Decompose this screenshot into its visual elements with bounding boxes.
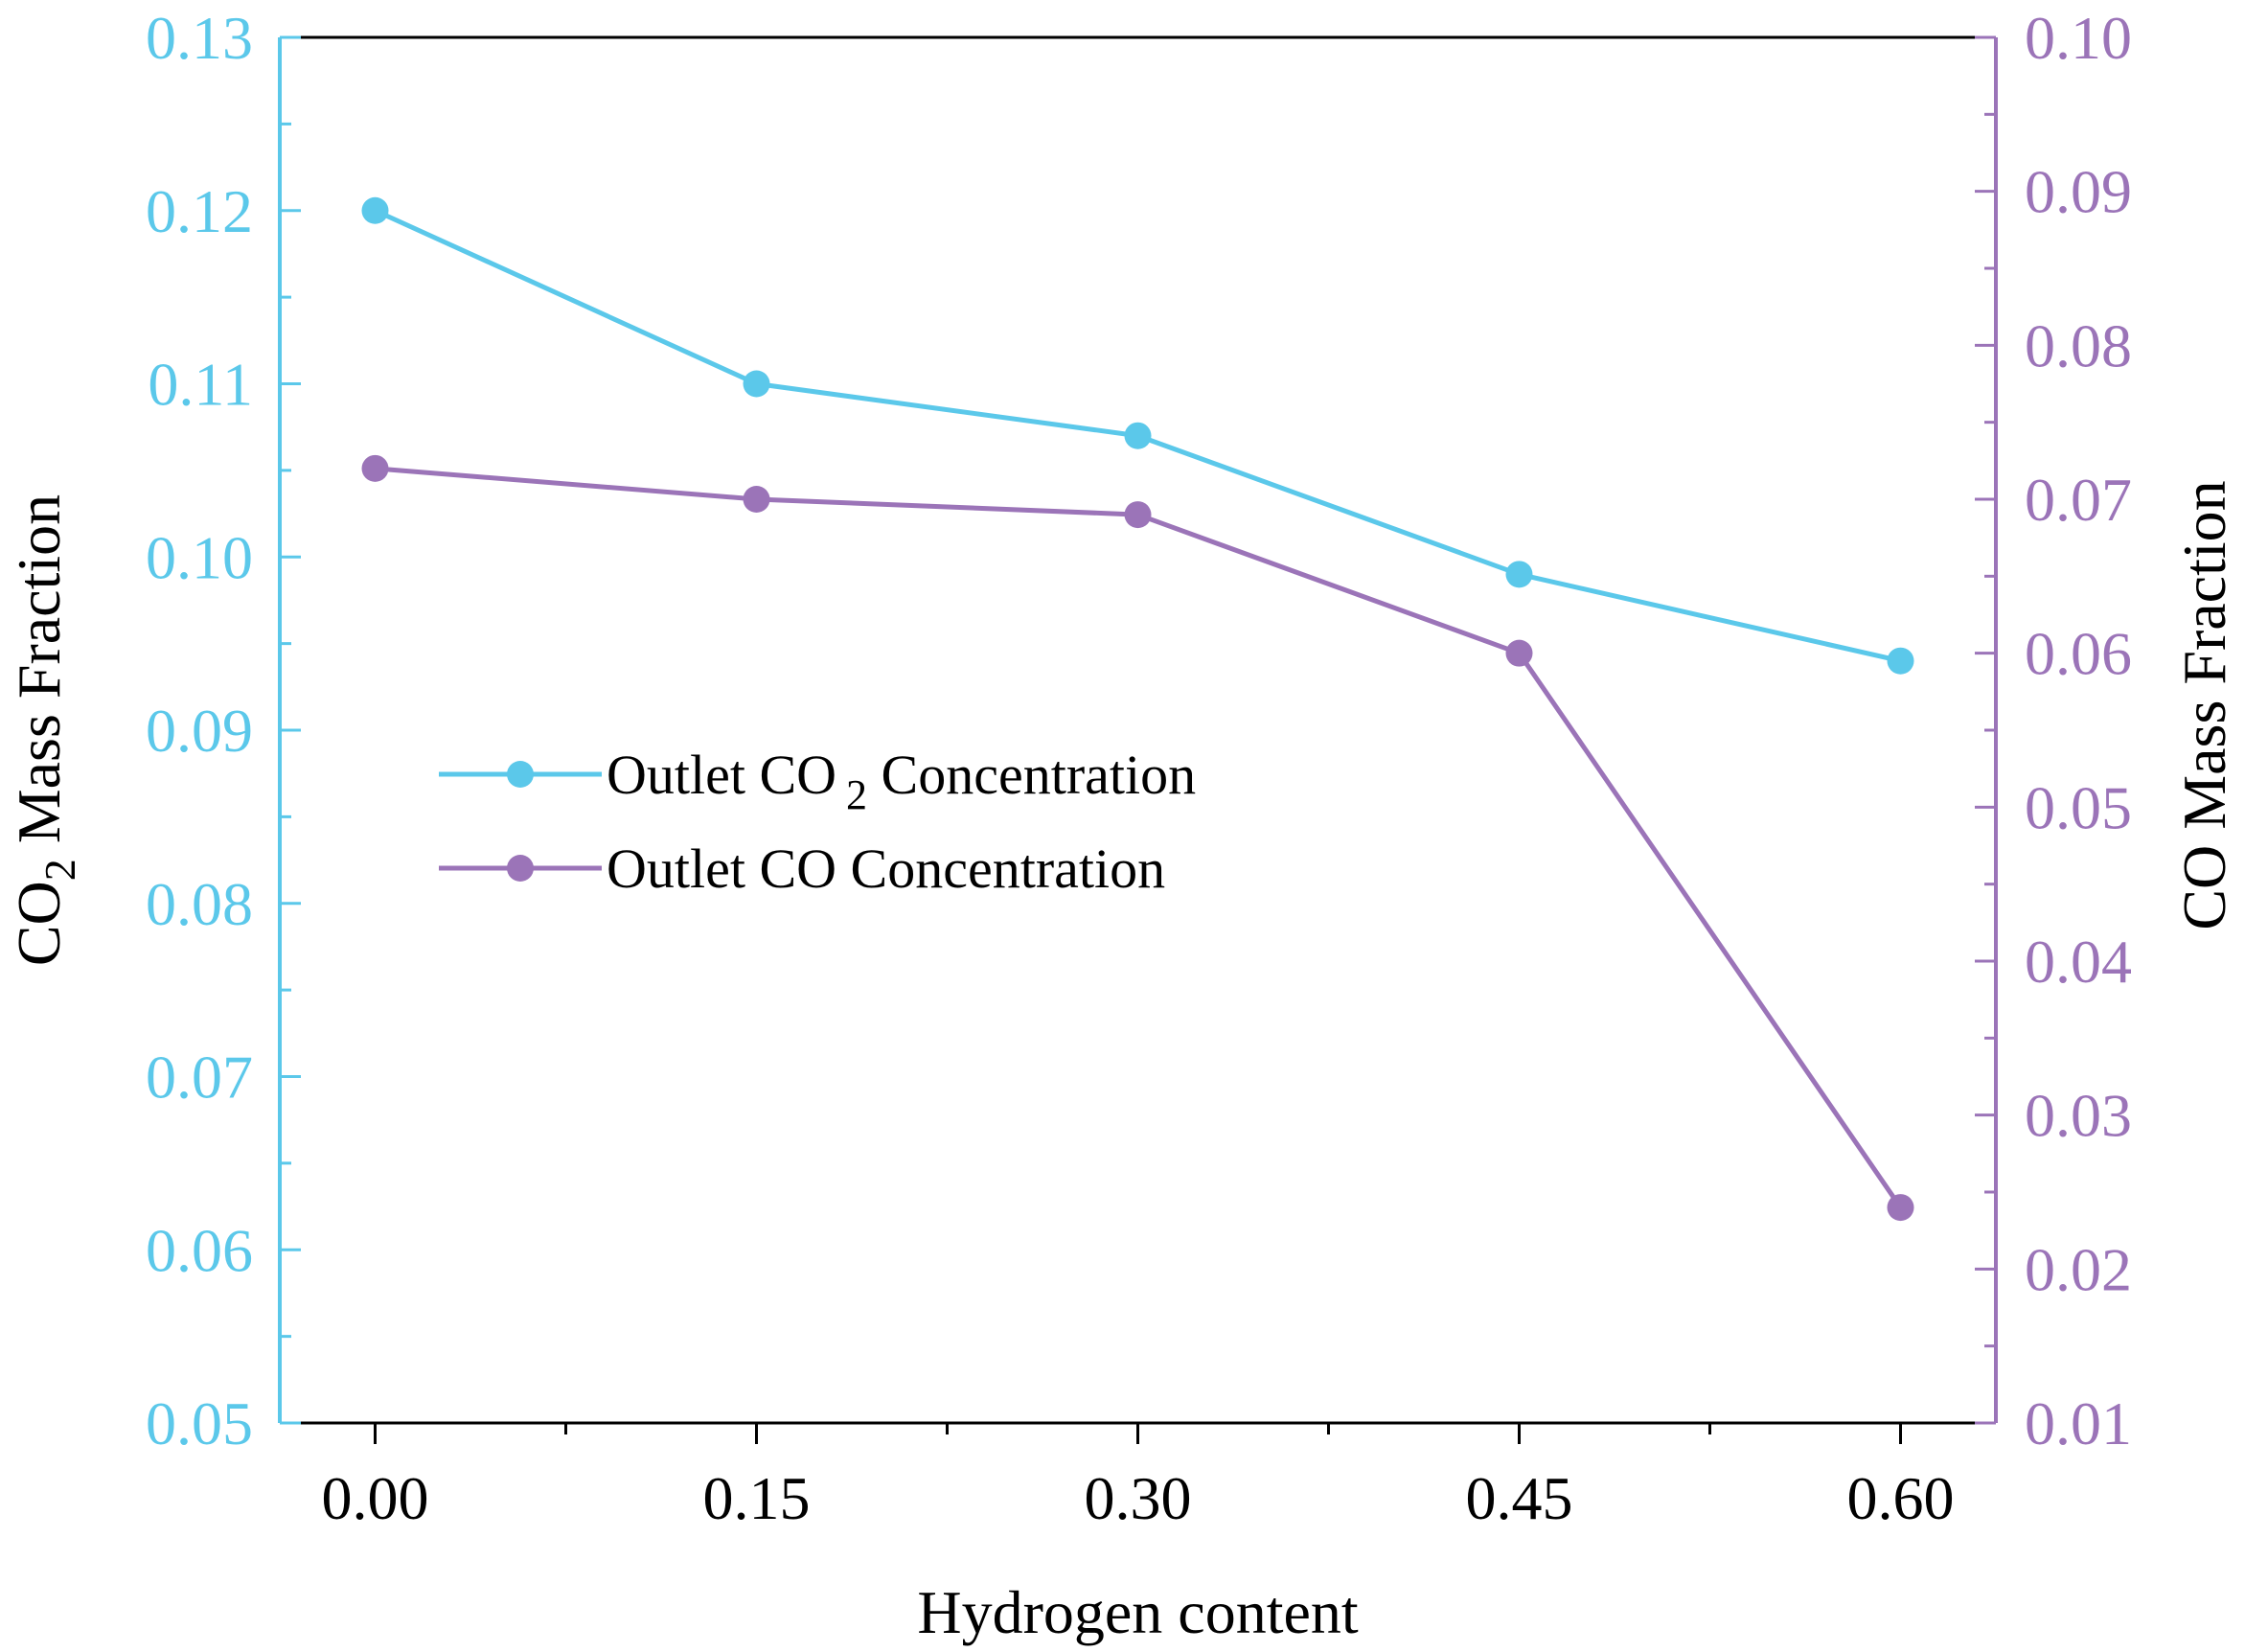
right-y-tick-label: 0.03: [2025, 1082, 2132, 1150]
left-y-tick-label: 0.08: [146, 870, 253, 938]
right-y-tick-label: 0.06: [2025, 620, 2132, 688]
right-y-tick-label: 0.04: [2025, 928, 2132, 996]
right-y-tick-label: 0.01: [2025, 1389, 2132, 1457]
x-tick-label: 0.60: [1847, 1464, 1955, 1532]
right-y-tick-label: 0.10: [2025, 4, 2132, 72]
left-y-tick-label: 0.09: [146, 697, 253, 765]
legend-marker-co: [507, 855, 534, 882]
right-y-tick-label: 0.08: [2025, 311, 2132, 379]
x-axis-title: Hydrogen content: [917, 1578, 1359, 1646]
right-y-tick-label: 0.02: [2025, 1235, 2132, 1303]
left-y-tick-label: 0.12: [146, 177, 253, 245]
x-tick-label: 0.00: [322, 1464, 429, 1532]
x-tick-label: 0.30: [1085, 1464, 1192, 1532]
left-y-tick-label: 0.10: [146, 523, 253, 591]
left-y-axis-title: CO2 Mass Fraction: [5, 494, 84, 966]
data-point-co2: [743, 370, 770, 398]
data-point-co: [1887, 1194, 1914, 1222]
left-y-tick-label: 0.07: [146, 1044, 253, 1112]
data-point-co: [361, 454, 389, 482]
left-y-tick-label: 0.05: [146, 1389, 253, 1457]
left-y-tick-label: 0.11: [148, 351, 253, 419]
left-y-tick-label: 0.13: [146, 4, 253, 72]
data-point-co2: [1887, 647, 1914, 675]
left-y-tick-label: 0.06: [146, 1216, 253, 1284]
data-point-co: [1505, 639, 1533, 667]
data-point-co: [743, 486, 770, 513]
right-y-axis-title: CO Mass Fraction: [2170, 480, 2238, 929]
right-y-tick-label: 0.09: [2025, 158, 2132, 226]
legend-marker-co2: [507, 761, 534, 788]
data-point-co2: [1124, 422, 1152, 449]
data-point-co: [1124, 501, 1152, 529]
right-y-tick-label: 0.07: [2025, 466, 2132, 534]
right-y-tick-label: 0.05: [2025, 773, 2132, 841]
legend-label-co: Outlet CO Concentration: [607, 837, 1165, 900]
data-point-co2: [361, 196, 389, 224]
x-tick-label: 0.15: [703, 1464, 811, 1532]
x-tick-label: 0.45: [1466, 1464, 1573, 1532]
legend-label-co2: Outlet CO 2 Concentration: [607, 744, 1196, 818]
data-point-co2: [1505, 561, 1533, 588]
